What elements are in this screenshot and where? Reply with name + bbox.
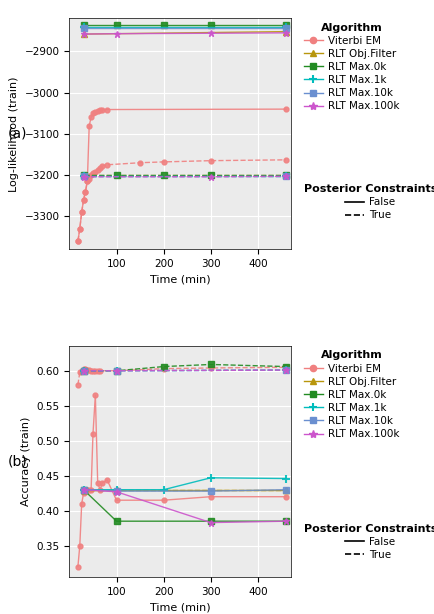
Text: (a): (a) — [7, 127, 27, 141]
Legend: False, True: False, True — [299, 519, 434, 564]
Text: (b): (b) — [7, 455, 27, 468]
X-axis label: Time (min): Time (min) — [150, 602, 210, 612]
X-axis label: Time (min): Time (min) — [150, 274, 210, 284]
Y-axis label: Accuracy (train): Accuracy (train) — [21, 417, 31, 507]
Y-axis label: Log-likelihood (train): Log-likelihood (train) — [9, 76, 19, 192]
Legend: False, True: False, True — [299, 180, 434, 225]
